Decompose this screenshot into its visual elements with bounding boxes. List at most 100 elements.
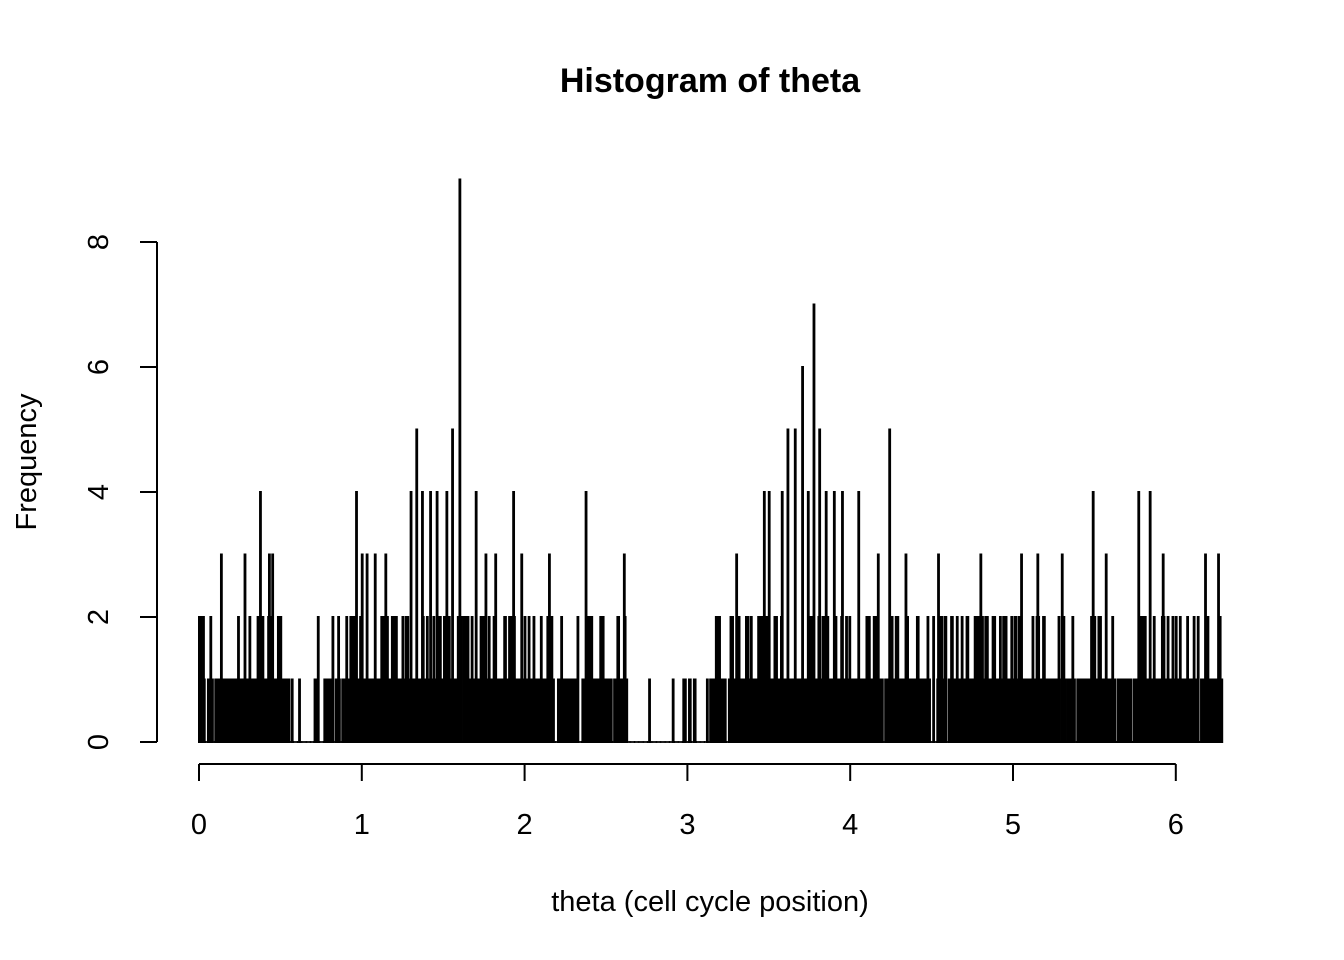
histogram-bar bbox=[272, 678, 276, 743]
y-tick-label: 6 bbox=[83, 359, 115, 375]
histogram-bar bbox=[298, 678, 301, 743]
histogram-bar bbox=[279, 616, 283, 743]
histogram-bar bbox=[693, 678, 697, 743]
histogram-bar bbox=[618, 678, 621, 743]
y-tick-label: 0 bbox=[83, 734, 115, 750]
histogram-bar bbox=[460, 616, 463, 743]
histogram-bar bbox=[1171, 616, 1175, 743]
histogram-bar bbox=[552, 678, 555, 743]
histogram-bar bbox=[1091, 491, 1095, 743]
histogram-bar bbox=[331, 616, 335, 743]
y-axis-label: Frequency bbox=[11, 393, 43, 531]
histogram-bar bbox=[338, 678, 341, 743]
histogram-bar bbox=[731, 616, 734, 743]
histogram-bar bbox=[683, 678, 687, 743]
histogram-bar bbox=[1086, 678, 1090, 743]
histogram-bar bbox=[202, 678, 206, 743]
histogram-bar bbox=[556, 678, 560, 743]
histogram-bar bbox=[1017, 616, 1021, 743]
histogram-bar bbox=[723, 678, 727, 743]
histogram-bar bbox=[365, 553, 369, 743]
histogram-bar bbox=[1108, 678, 1111, 743]
histogram-bar bbox=[1031, 616, 1035, 743]
histogram-bar bbox=[1071, 616, 1075, 743]
histogram-bar bbox=[1186, 616, 1190, 743]
histogram-bar bbox=[1020, 553, 1023, 743]
histogram-bar bbox=[1073, 678, 1076, 743]
histogram-bar bbox=[880, 678, 884, 743]
histogram-bar bbox=[1178, 616, 1182, 743]
histogram-bar bbox=[609, 678, 613, 743]
histogram-bar bbox=[484, 553, 488, 743]
x-tick-label: 3 bbox=[679, 809, 695, 841]
histogram-bar bbox=[323, 678, 327, 743]
histogram-bar bbox=[1190, 678, 1194, 743]
y-tick-label: 8 bbox=[83, 234, 115, 250]
histogram-bar bbox=[928, 678, 931, 743]
histogram-bar bbox=[993, 616, 997, 743]
histogram-bar bbox=[407, 678, 411, 743]
histogram-bar bbox=[1211, 678, 1215, 743]
x-axis: 0 1 2 3 4 5 6 bbox=[191, 763, 1184, 841]
histogram-bar bbox=[738, 678, 742, 743]
histogram-bar bbox=[1037, 616, 1041, 743]
histogram-bar bbox=[885, 678, 889, 743]
histogram-bar bbox=[891, 678, 895, 743]
histogram-bar bbox=[688, 678, 692, 743]
histogram-bar bbox=[904, 553, 908, 743]
histogram-bar bbox=[848, 616, 852, 743]
histogram-bar bbox=[548, 553, 551, 743]
x-tick-label: 1 bbox=[354, 809, 370, 841]
histogram-bar bbox=[1064, 678, 1067, 743]
histogram-bar bbox=[765, 616, 769, 743]
histogram-bar bbox=[1196, 616, 1200, 743]
histogram-bar bbox=[316, 616, 320, 743]
histogram-bar bbox=[712, 678, 716, 743]
histogram-bar bbox=[1204, 553, 1207, 743]
histogram-bar bbox=[648, 678, 651, 743]
x-tick-label: 4 bbox=[842, 809, 858, 841]
histogram-bar bbox=[587, 616, 591, 743]
y-axis: 0 2 4 6 8 bbox=[83, 234, 158, 750]
histogram-bar bbox=[721, 678, 725, 743]
histogram-bars bbox=[198, 178, 1224, 743]
histogram-bar bbox=[230, 678, 234, 743]
histogram-bar bbox=[958, 678, 962, 743]
histogram-bar bbox=[325, 678, 329, 743]
histogram-bar bbox=[1220, 678, 1224, 743]
histogram-bar bbox=[718, 678, 722, 743]
histogram-bar bbox=[1111, 616, 1115, 743]
histogram-bar bbox=[271, 553, 275, 743]
histogram-bar bbox=[256, 616, 260, 743]
histogram-bar bbox=[1057, 616, 1061, 743]
histogram-bar bbox=[826, 616, 830, 743]
histogram-bar bbox=[590, 616, 594, 743]
histogram-bar bbox=[950, 616, 954, 743]
histogram-bar bbox=[599, 616, 603, 743]
histogram-bar bbox=[623, 616, 627, 743]
histogram-bar bbox=[1137, 491, 1141, 743]
histogram-bar bbox=[1129, 678, 1133, 743]
histogram-bar bbox=[334, 678, 338, 743]
histogram-bar bbox=[539, 616, 543, 743]
histogram-bar bbox=[961, 678, 965, 743]
histogram-bar bbox=[243, 553, 247, 743]
histogram-bar bbox=[1113, 678, 1117, 743]
y-tick-label: 4 bbox=[83, 484, 115, 500]
histogram-bar bbox=[1163, 678, 1167, 743]
histogram-bar bbox=[451, 428, 454, 743]
histogram-bar bbox=[625, 678, 629, 743]
histogram-bar bbox=[671, 678, 675, 743]
histogram-bar bbox=[211, 678, 214, 743]
histogram-bar bbox=[233, 678, 237, 743]
histogram-bar bbox=[1062, 616, 1066, 743]
histogram-bar bbox=[1141, 616, 1145, 743]
x-tick-label: 0 bbox=[191, 809, 207, 841]
histogram-bar bbox=[290, 678, 294, 743]
y-tick-label: 2 bbox=[83, 609, 115, 625]
histogram-bar bbox=[1208, 678, 1212, 743]
histogram-bar bbox=[865, 616, 869, 743]
x-tick-label: 5 bbox=[1005, 809, 1021, 841]
histogram-bar bbox=[287, 678, 291, 743]
